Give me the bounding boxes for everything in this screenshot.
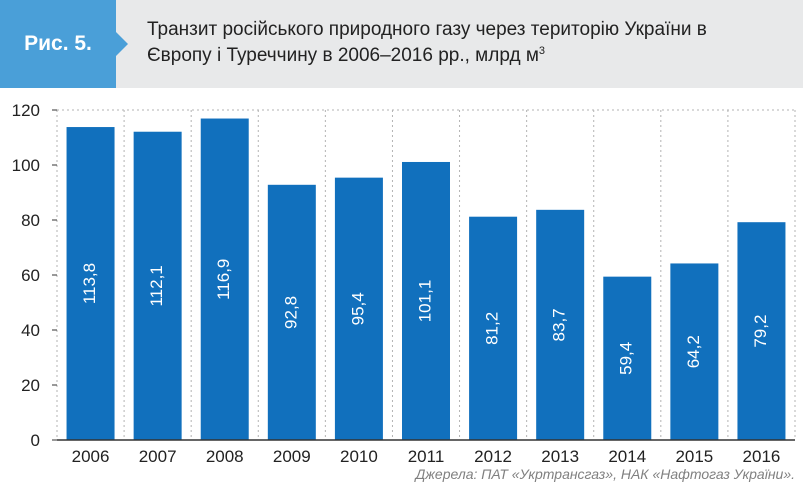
y-tick-label: 40 (21, 321, 40, 340)
x-axis: 2006 2007 2008 2009 2010 2011 2012 2013 2014 2015… (57, 439, 795, 464)
source-note: Джерела: ПАТ «Укртрансгаз», НАК «Нафтога… (415, 466, 795, 482)
chart-grid (56, 109, 796, 440)
y-tick-label: 120 (12, 101, 40, 120)
x-tick-label: 2013 (541, 447, 579, 464)
figure-header: Рис. 5. Транзит російського природного г… (0, 0, 803, 88)
bar-2015 (670, 263, 719, 440)
x-tick-label: 2009 (273, 447, 311, 464)
bar-2009 (267, 184, 316, 440)
bar-value-label: 112,1 (147, 265, 166, 306)
chart-title-superscript: 3 (538, 45, 546, 57)
x-tick-label: 2011 (408, 447, 445, 464)
bar-2006 (66, 127, 115, 441)
y-tick-label: 60 (21, 266, 40, 285)
y-axis: 0 20 40 60 80 100 120 (12, 101, 57, 450)
bar-2013 (536, 209, 585, 440)
bar-value-label: 64,2 (684, 335, 703, 368)
bar-2007 (133, 131, 182, 440)
bar-value-label: 113,8 (80, 263, 99, 304)
bar-value-label: 92,8 (281, 296, 300, 329)
bar-2016 (737, 222, 786, 440)
x-tick-label: 2007 (139, 447, 177, 464)
x-tick-label: 2012 (474, 447, 512, 464)
badge-arrow-icon (116, 32, 128, 56)
x-tick-label: 2006 (72, 447, 110, 464)
bar-value-label: 95,4 (348, 292, 367, 325)
chart-title: Транзит російського природного газу чере… (147, 17, 787, 69)
x-tick-label: 2015 (675, 447, 713, 464)
bar-2010 (334, 177, 383, 440)
x-tick-label: 2008 (206, 447, 244, 464)
bar-value-label: 79,2 (751, 315, 770, 348)
y-tick-label: 0 (31, 431, 40, 450)
x-tick-label: 2016 (743, 447, 781, 464)
bar-value-label: 116,9 (214, 259, 233, 300)
chart-title-line-2: Європу і Туреччину в 2006–2016 рр., млрд… (147, 43, 787, 69)
bar-2012 (469, 216, 518, 440)
bar-2008 (200, 118, 249, 441)
figure-number: Рис. 5. (24, 32, 92, 55)
chart-title-line-1: Транзит російського природного газу чере… (147, 19, 707, 40)
figure-badge: Рис. 5. (0, 0, 116, 88)
bar-2011 (402, 161, 450, 440)
bar-value-label: 81,2 (483, 312, 502, 345)
x-tick-label: 2010 (340, 447, 378, 464)
bar-2014 (603, 276, 652, 440)
chart-bars: 113,8 112,1 116,9 92,8 95,4 101,1 81,2 83,7 59,4… (66, 118, 786, 441)
y-tick-label: 100 (12, 156, 40, 175)
y-tick-label: 20 (21, 376, 40, 395)
chart-title-line-2-text: Європу і Туреччину в 2006–2016 рр., млрд… (147, 45, 539, 66)
bar-value-label: 101,1 (415, 280, 434, 323)
x-tick-label: 2014 (608, 447, 646, 464)
bar-value-label: 59,4 (617, 342, 636, 375)
bar-value-label: 83,7 (550, 308, 569, 341)
bar-chart: 113,8 112,1 116,9 92,8 95,4 101,1 81,2 83,7 59,4… (12, 101, 796, 464)
y-tick-label: 80 (21, 211, 40, 230)
